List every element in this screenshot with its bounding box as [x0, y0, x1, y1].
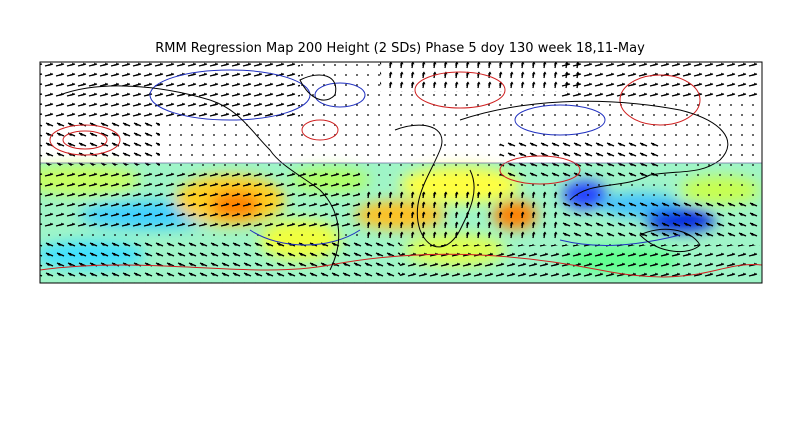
map-frame [39, 61, 763, 284]
map-title: RMM Regression Map 200 Height (2 SDs) Ph… [155, 41, 645, 56]
coastlines [59, 74, 729, 271]
map-area [40, 62, 762, 283]
wind-vectors [40, 62, 762, 283]
contours [40, 69, 762, 278]
